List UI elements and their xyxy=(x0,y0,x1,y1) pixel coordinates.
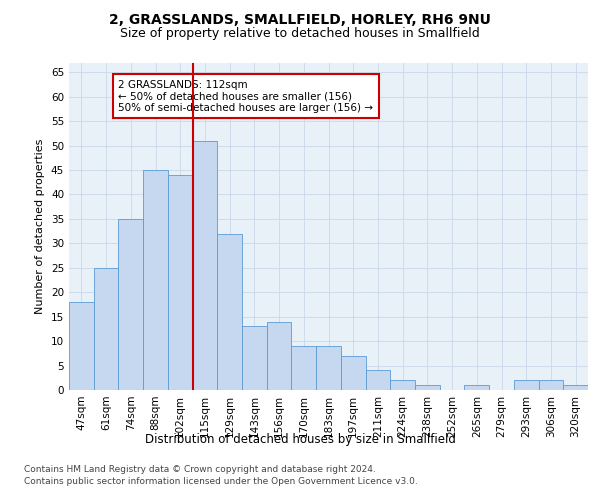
Bar xyxy=(563,385,588,390)
Text: Distribution of detached houses by size in Smallfield: Distribution of detached houses by size … xyxy=(145,432,455,446)
Bar xyxy=(267,322,292,390)
Bar xyxy=(415,385,440,390)
Y-axis label: Number of detached properties: Number of detached properties xyxy=(35,138,46,314)
Bar xyxy=(390,380,415,390)
Bar xyxy=(193,140,217,390)
Bar xyxy=(217,234,242,390)
Bar xyxy=(539,380,563,390)
Bar xyxy=(365,370,390,390)
Bar xyxy=(118,219,143,390)
Bar xyxy=(464,385,489,390)
Bar xyxy=(514,380,539,390)
Bar xyxy=(341,356,365,390)
Text: 2 GRASSLANDS: 112sqm
← 50% of detached houses are smaller (156)
50% of semi-deta: 2 GRASSLANDS: 112sqm ← 50% of detached h… xyxy=(118,80,373,113)
Text: Size of property relative to detached houses in Smallfield: Size of property relative to detached ho… xyxy=(120,28,480,40)
Text: Contains HM Land Registry data © Crown copyright and database right 2024.: Contains HM Land Registry data © Crown c… xyxy=(24,465,376,474)
Bar xyxy=(242,326,267,390)
Bar xyxy=(316,346,341,390)
Bar xyxy=(94,268,118,390)
Text: 2, GRASSLANDS, SMALLFIELD, HORLEY, RH6 9NU: 2, GRASSLANDS, SMALLFIELD, HORLEY, RH6 9… xyxy=(109,12,491,26)
Bar xyxy=(292,346,316,390)
Bar xyxy=(69,302,94,390)
Text: Contains public sector information licensed under the Open Government Licence v3: Contains public sector information licen… xyxy=(24,478,418,486)
Bar xyxy=(168,175,193,390)
Bar xyxy=(143,170,168,390)
